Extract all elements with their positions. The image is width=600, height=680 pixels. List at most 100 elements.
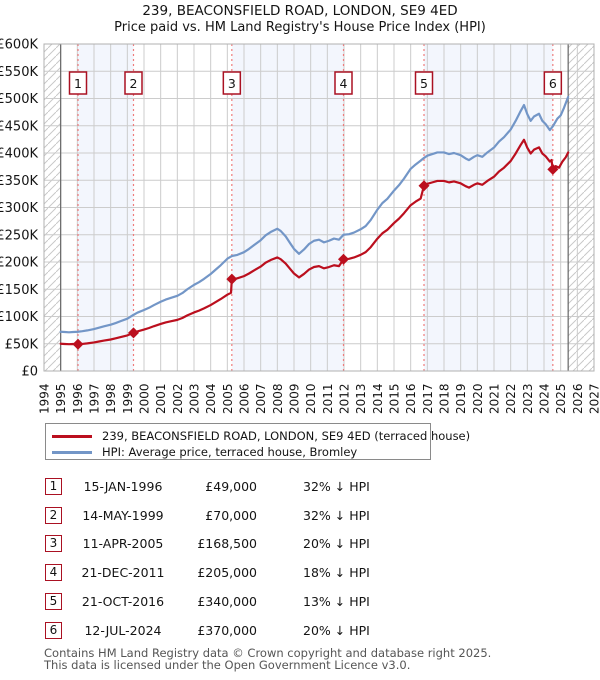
sale-marker-diamond xyxy=(226,273,238,285)
x-axis-label: 2009 xyxy=(288,383,302,414)
sale-marker-number: 5 xyxy=(420,76,428,91)
x-axis-label: 1999 xyxy=(121,383,135,414)
sale-marker-diamond xyxy=(128,327,139,339)
x-axis-label: 2014 xyxy=(371,383,385,414)
transaction-price: £370,000 xyxy=(197,623,257,638)
transaction-vs-hpi: 32% ↓ HPI xyxy=(303,508,370,523)
chart-subtitle: Price paid vs. HM Land Registry's House … xyxy=(114,20,486,35)
transaction-price: £340,000 xyxy=(197,594,257,609)
x-axis-label: 2021 xyxy=(488,383,502,414)
transaction-price: £49,000 xyxy=(205,479,257,494)
transaction-vs-hpi: 20% ↓ HPI xyxy=(303,623,370,638)
x-axis-label: 2020 xyxy=(471,383,485,414)
x-axis-label: 2011 xyxy=(321,383,335,414)
x-axis-label: 2015 xyxy=(388,383,402,414)
transaction-number-badge: 6 xyxy=(45,622,62,639)
transaction-date: 12-JUL-2024 xyxy=(84,623,162,638)
license-footer: Contains HM Land Registry data © Crown c… xyxy=(44,646,584,672)
legend-item-hpi: HPI: Average price, terraced house, Brom… xyxy=(52,444,430,460)
x-axis-label: 1994 xyxy=(38,383,52,414)
legend-price-label: 239, BEACONSFIELD ROAD, LONDON, SE9 4ED … xyxy=(102,429,471,443)
x-axis-label: 2019 xyxy=(454,383,468,414)
x-axis-label: 2007 xyxy=(254,383,268,414)
transaction-number-badge: 1 xyxy=(45,478,62,495)
x-axis-label: 2006 xyxy=(238,383,252,414)
transaction-number-badge: 3 xyxy=(45,535,62,552)
sale-marker-box xyxy=(414,71,434,95)
footer-line-1: Contains HM Land Registry data © Crown c… xyxy=(44,646,492,660)
y-axis-label: £500K xyxy=(0,92,38,107)
transaction-date: 21-DEC-2011 xyxy=(81,565,165,580)
chart-title: 239, BEACONSFIELD ROAD, LONDON, SE9 4ED xyxy=(142,3,458,19)
transaction-date: 21-OCT-2016 xyxy=(81,594,165,609)
legend-item-price: 239, BEACONSFIELD ROAD, LONDON, SE9 4ED … xyxy=(52,428,470,444)
transaction-row: 5 21-OCT-2016 £340,000 13% ↓ HPI xyxy=(0,593,600,610)
x-axis-label: 1997 xyxy=(88,383,102,414)
sale-marker-box xyxy=(222,71,242,95)
sale-marker-number: 4 xyxy=(340,76,348,91)
x-axis-label: 2012 xyxy=(338,383,352,414)
sale-marker-box xyxy=(334,71,353,95)
x-axis-label: 1996 xyxy=(71,383,85,414)
x-axis-label: 2001 xyxy=(154,383,168,414)
sale-marker-number: 2 xyxy=(130,76,138,91)
hpi-line xyxy=(59,95,570,334)
x-axis-label: 2008 xyxy=(271,383,285,414)
transaction-row: 4 21-DEC-2011 £205,000 18% ↓ HPI xyxy=(0,564,600,581)
plot-border xyxy=(43,43,595,372)
y-axis-label: £250K xyxy=(0,228,38,243)
x-axis-label: 2024 xyxy=(538,383,552,414)
x-axis-label: 1998 xyxy=(104,383,118,414)
transaction-row: 1 15-JAN-1996 £49,000 32% ↓ HPI xyxy=(0,478,600,495)
y-axis-label: £550K xyxy=(0,65,38,80)
x-axis-label: 2023 xyxy=(521,383,535,414)
y-axis-label: £100K xyxy=(0,310,38,325)
y-axis-label: £0 xyxy=(21,365,38,380)
transaction-row: 6 12-JUL-2024 £370,000 20% ↓ HPI xyxy=(0,622,600,639)
sale-marker-diamond xyxy=(418,180,430,192)
legend-hpi-label: HPI: Average price, terraced house, Brom… xyxy=(102,445,358,459)
y-axis-label: £300K xyxy=(0,201,38,216)
sale-marker-number: 1 xyxy=(74,76,82,91)
y-axis-label: £350K xyxy=(0,174,38,189)
x-axis-label: 2017 xyxy=(421,383,435,414)
transaction-price: £205,000 xyxy=(197,565,257,580)
x-axis-label: 2025 xyxy=(554,383,568,414)
hpi-line-swatch xyxy=(52,450,92,454)
sale-marker-diamond xyxy=(338,253,349,265)
sale-marker-box xyxy=(543,71,563,95)
transaction-vs-hpi: 18% ↓ HPI xyxy=(303,565,370,580)
transaction-date: 14-MAY-1999 xyxy=(82,508,164,523)
x-axis-label: 2022 xyxy=(504,383,518,414)
sale-marker-number: 3 xyxy=(228,76,236,91)
y-axis-label: £600K xyxy=(0,38,38,53)
transaction-row: 3 11-APR-2005 £168,500 20% ↓ HPI xyxy=(0,535,600,552)
x-axis-label: 2004 xyxy=(204,383,218,414)
transaction-vs-hpi: 13% ↓ HPI xyxy=(303,594,370,609)
sale-marker-diamond xyxy=(72,338,84,350)
footer-line-2: This data is licensed under the Open Gov… xyxy=(44,657,411,672)
sale-marker-diamond xyxy=(547,163,559,175)
y-axis-label: £50K xyxy=(5,337,39,352)
sale-marker-box xyxy=(124,71,143,95)
x-axis-label: 2026 xyxy=(571,383,585,414)
sale-marker-box xyxy=(68,71,88,95)
y-axis-label: £400K xyxy=(0,147,38,162)
x-axis-label: 2003 xyxy=(188,383,202,414)
x-axis-label: 2013 xyxy=(354,383,368,414)
transaction-number-badge: 4 xyxy=(45,564,62,581)
x-axis-label: 2016 xyxy=(404,383,418,414)
transaction-row: 2 14-MAY-1999 £70,000 32% ↓ HPI xyxy=(0,507,600,524)
transaction-vs-hpi: 32% ↓ HPI xyxy=(303,479,370,494)
x-axis-label: 2002 xyxy=(171,383,185,414)
transaction-price: £168,500 xyxy=(197,536,257,551)
transaction-date: 15-JAN-1996 xyxy=(83,479,163,494)
price-chart: 1 2 3 4 5 6 £0 £50K £100K £150K £200K £250K £300K £35… xyxy=(0,38,600,415)
chart-legend: 239, BEACONSFIELD ROAD, LONDON, SE9 4ED … xyxy=(45,423,470,460)
x-axis-label: 2027 xyxy=(588,383,600,414)
x-axis-label: 1995 xyxy=(54,383,68,414)
transaction-price: £70,000 xyxy=(205,508,257,523)
sale-marker-number: 6 xyxy=(549,76,557,91)
x-axis-label: 2000 xyxy=(138,383,152,414)
x-axis-label: 2005 xyxy=(221,383,235,414)
